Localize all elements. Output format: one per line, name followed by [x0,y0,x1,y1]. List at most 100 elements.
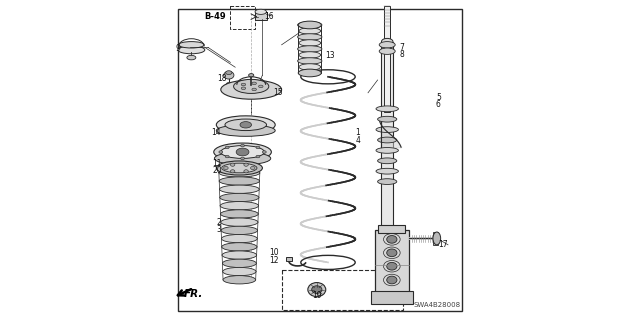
Ellipse shape [376,148,398,153]
Ellipse shape [387,236,397,243]
Text: 7: 7 [399,43,404,52]
Text: 6: 6 [436,100,441,109]
Ellipse shape [248,74,253,77]
Text: FR.: FR. [184,289,204,300]
Bar [433,232,438,245]
Bar [384,6,390,112]
Ellipse shape [256,146,260,149]
Ellipse shape [224,71,234,79]
Ellipse shape [299,64,321,70]
Ellipse shape [222,251,257,259]
Ellipse shape [221,146,264,158]
Ellipse shape [252,88,257,91]
Ellipse shape [226,71,232,75]
Ellipse shape [312,286,322,293]
Ellipse shape [378,179,397,184]
Ellipse shape [381,38,393,45]
Ellipse shape [216,116,275,134]
Text: B-49: B-49 [204,12,226,21]
Ellipse shape [224,166,228,170]
Ellipse shape [240,122,252,128]
Bar [230,6,255,29]
Text: 17: 17 [438,240,448,249]
Ellipse shape [241,144,244,147]
Text: 10: 10 [269,248,278,257]
Bar [371,291,413,304]
Text: 16: 16 [264,12,274,20]
Ellipse shape [433,232,440,245]
Text: 5: 5 [436,93,441,102]
Ellipse shape [252,82,257,84]
Ellipse shape [259,85,263,88]
Text: 12: 12 [269,256,278,265]
Ellipse shape [230,163,235,166]
Text: 15: 15 [273,88,284,97]
Ellipse shape [241,83,246,86]
Text: 3: 3 [217,225,221,234]
Ellipse shape [262,151,266,153]
Text: 8: 8 [399,50,404,59]
Bar [378,225,406,233]
Ellipse shape [379,48,396,54]
Ellipse shape [378,137,397,143]
Ellipse shape [244,163,248,166]
Ellipse shape [378,116,397,122]
Bar [375,230,409,299]
Text: 20: 20 [212,166,222,175]
Ellipse shape [225,146,229,149]
Ellipse shape [178,46,205,54]
Ellipse shape [223,259,256,268]
Ellipse shape [216,125,275,136]
Ellipse shape [221,80,282,99]
Ellipse shape [298,58,322,64]
Ellipse shape [256,155,260,158]
Bar [287,257,292,261]
Text: 1: 1 [355,128,360,137]
Bar [255,12,267,20]
Ellipse shape [219,151,223,153]
Ellipse shape [221,235,257,243]
Text: 13: 13 [325,51,335,60]
Ellipse shape [221,218,258,226]
Ellipse shape [376,127,398,132]
Ellipse shape [220,193,259,202]
Ellipse shape [387,249,397,257]
Bar [282,270,403,310]
Ellipse shape [387,276,397,284]
Text: 18: 18 [217,74,227,83]
Ellipse shape [216,161,262,175]
Ellipse shape [387,262,397,270]
Bar [381,42,393,232]
Ellipse shape [299,28,321,34]
Ellipse shape [250,166,255,170]
Ellipse shape [220,210,259,218]
Ellipse shape [222,243,257,251]
Ellipse shape [179,42,204,48]
Ellipse shape [220,185,259,193]
Ellipse shape [214,152,271,165]
Ellipse shape [223,276,256,284]
Ellipse shape [298,69,321,77]
Ellipse shape [299,52,321,58]
Bar [178,9,462,311]
Ellipse shape [379,42,396,48]
Ellipse shape [234,79,269,93]
Ellipse shape [308,283,326,297]
Ellipse shape [219,177,260,185]
Ellipse shape [221,226,258,235]
Text: 2: 2 [217,218,221,227]
Ellipse shape [227,83,232,86]
Ellipse shape [298,46,322,52]
Ellipse shape [255,12,267,20]
Ellipse shape [220,202,259,210]
Ellipse shape [214,143,271,161]
Ellipse shape [298,22,322,28]
Ellipse shape [298,34,322,40]
Ellipse shape [241,157,244,160]
Text: 14: 14 [211,128,221,137]
Ellipse shape [299,40,321,46]
Text: 11: 11 [212,159,221,168]
Text: 9: 9 [175,44,180,52]
Ellipse shape [219,169,260,177]
Ellipse shape [223,268,256,276]
